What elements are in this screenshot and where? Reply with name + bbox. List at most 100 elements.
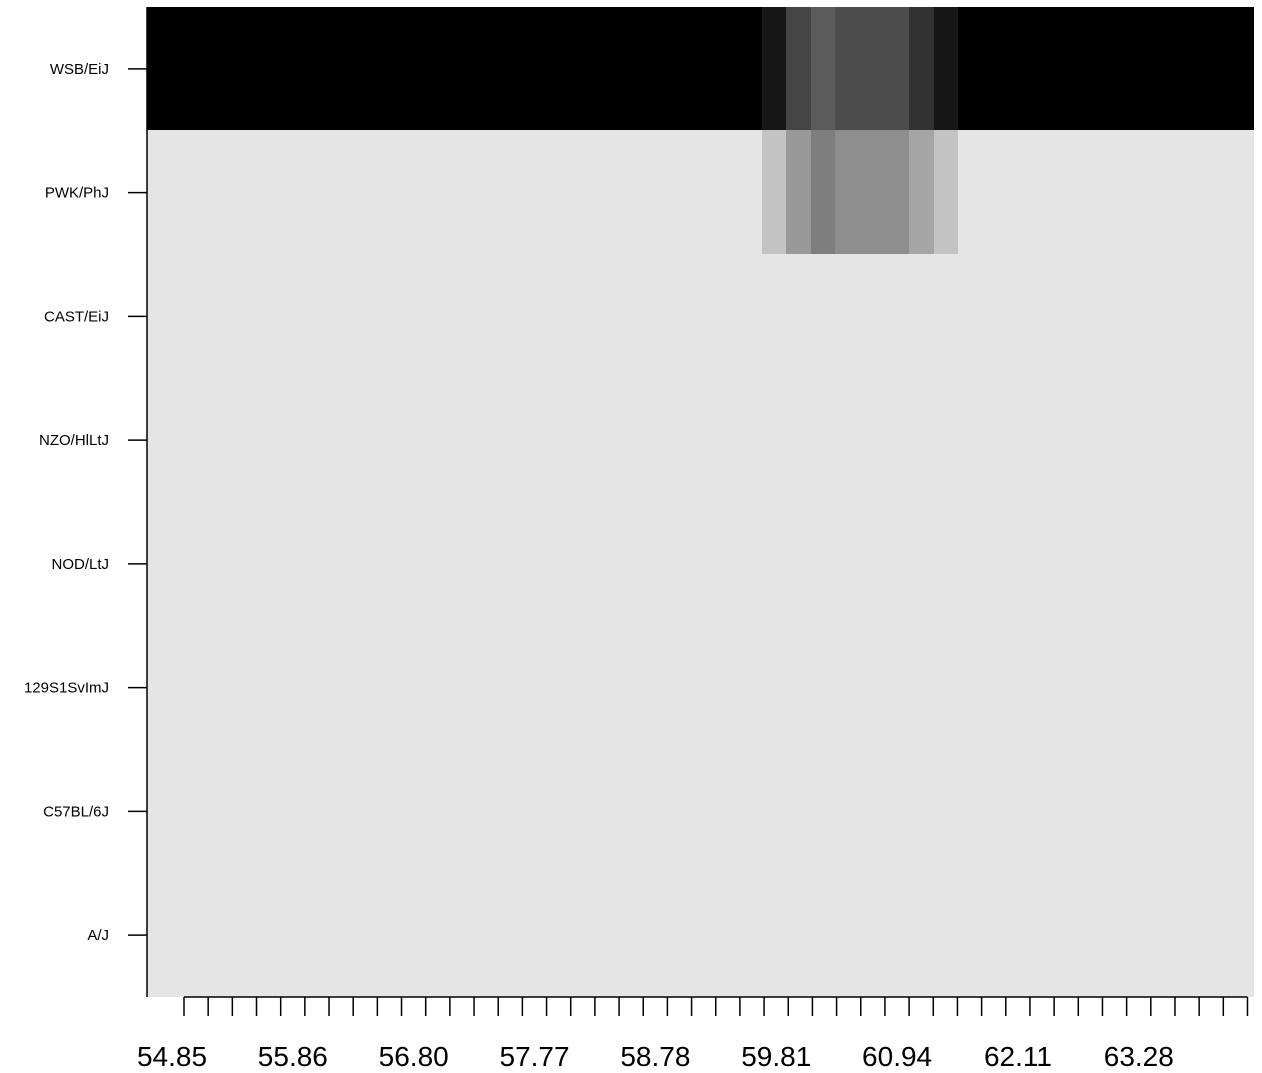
heatmap-cell: [417, 378, 443, 502]
heatmap-cell: [1131, 625, 1156, 750]
x-axis: 54.85 55.86 56.80 57.77 58.78 59.81 60.94 62.11…: [137, 996, 1249, 1072]
heatmap-cell: [639, 749, 664, 874]
heatmap-cell: [762, 254, 787, 379]
heatmap-cell: [147, 625, 172, 750]
heatmap-cell: [639, 873, 664, 997]
heatmap-cell: [614, 873, 639, 997]
heatmap-cell: [835, 378, 861, 502]
heatmap-cell: [1008, 130, 1033, 255]
heatmap-cell: [393, 254, 418, 379]
heatmap-cell: [1180, 378, 1205, 502]
heatmap-cell: [909, 873, 935, 997]
heatmap-cell: [343, 502, 369, 626]
heatmap-cell: [245, 254, 270, 379]
heatmap-cell: [171, 130, 197, 255]
heatmap-cell: [1032, 873, 1058, 997]
heatmap-cell: [762, 7, 787, 131]
heatmap-cell: [909, 625, 935, 750]
heatmap-cell: [343, 873, 369, 997]
heatmap-cell: [1008, 625, 1033, 750]
heatmap-cell: [1204, 378, 1230, 502]
heatmap-cell: [245, 749, 270, 874]
heatmap-cell: [171, 873, 197, 997]
heatmap-cell: [1229, 749, 1254, 874]
heatmap-cell: [860, 7, 885, 131]
heatmap-cell: [491, 749, 516, 874]
heatmap-cell: [786, 378, 812, 502]
heatmap-cell: [1204, 254, 1230, 379]
heatmap-cell: [196, 502, 221, 626]
heatmap-cell: [319, 502, 344, 626]
heatmap-cell: [294, 378, 320, 502]
heatmap-cell: [220, 378, 246, 502]
heatmap-cell: [393, 873, 418, 997]
heatmap-cell: [1106, 625, 1131, 750]
heatmap-cell: [1106, 378, 1131, 502]
heatmap-cell: [245, 130, 270, 255]
heatmap-cell: [663, 378, 689, 502]
heatmap-cell: [811, 625, 836, 750]
heatmap-cell: [516, 625, 541, 750]
heatmap-cell: [442, 749, 467, 874]
heatmap-cell: [319, 873, 344, 997]
heatmap-cell: [393, 378, 418, 502]
heatmap-cell: [811, 130, 836, 255]
heatmap-cell: [663, 749, 689, 874]
heatmap-cell: [343, 254, 369, 379]
heatmap-cell: [712, 873, 738, 997]
heatmap-cell: [442, 254, 467, 379]
heatmap-cell: [1131, 254, 1156, 379]
heatmap-cell: [393, 625, 418, 750]
heatmap-cell: [220, 625, 246, 750]
heatmap-cell: [786, 625, 812, 750]
heatmap-cell: [589, 749, 615, 874]
heatmap-cell: [835, 254, 861, 379]
heatmap-cell: [860, 873, 885, 997]
x-tick-label: 54.85: [137, 1041, 207, 1072]
heatmap-cell: [368, 7, 393, 131]
heatmap-cell: [147, 749, 172, 874]
heatmap-cell: [540, 378, 566, 502]
heatmap-cell: [516, 254, 541, 379]
heatmap-cell: [1106, 749, 1131, 874]
heatmap-cell: [171, 749, 197, 874]
heatmap-cell: [516, 749, 541, 874]
heatmap-cell: [934, 873, 959, 997]
heatmap-cell: [343, 130, 369, 255]
heatmap-cell: [762, 873, 787, 997]
heatmap-cell: [1032, 502, 1058, 626]
heatmap-cell: [220, 502, 246, 626]
heatmap-cell: [319, 378, 344, 502]
heatmap-cell: [1081, 873, 1107, 997]
heatmap-cell: [1204, 130, 1230, 255]
heatmap-cell: [516, 378, 541, 502]
heatmap-cell: [442, 130, 467, 255]
heatmap-cell: [319, 130, 344, 255]
heatmap-cell: [220, 873, 246, 997]
heatmap-cell: [860, 749, 885, 874]
heatmap-cell: [958, 873, 984, 997]
heatmap-cell: [417, 749, 443, 874]
heatmap-cell: [417, 625, 443, 750]
heatmap-cell: [885, 502, 910, 626]
heatmap-cell: [220, 7, 246, 131]
heatmap-cell: [368, 502, 393, 626]
heatmap-cell: [663, 502, 689, 626]
heatmap-cell: [589, 873, 615, 997]
heatmap-cell: [958, 254, 984, 379]
heatmap-cell: [762, 502, 787, 626]
heatmap-cell: [368, 254, 393, 379]
heatmap-cell: [1204, 749, 1230, 874]
heatmap-cell: [1057, 254, 1082, 379]
heatmap-cell: [688, 625, 713, 750]
heatmap-cell: [688, 254, 713, 379]
heatmap-cell: [368, 130, 393, 255]
heatmap-cell: [442, 625, 467, 750]
heatmap-cell: [393, 7, 418, 131]
heatmap-cell: [1081, 502, 1107, 626]
x-tick-label: 57.77: [500, 1041, 570, 1072]
heatmap-cell: [516, 502, 541, 626]
heatmap-cell: [565, 873, 590, 997]
heatmap-cell: [147, 502, 172, 626]
y-axis: WSB/EiJ PWK/PhJ CAST/EiJ NZO/HlLtJ NOD/LtJ 12…: [24, 7, 148, 997]
